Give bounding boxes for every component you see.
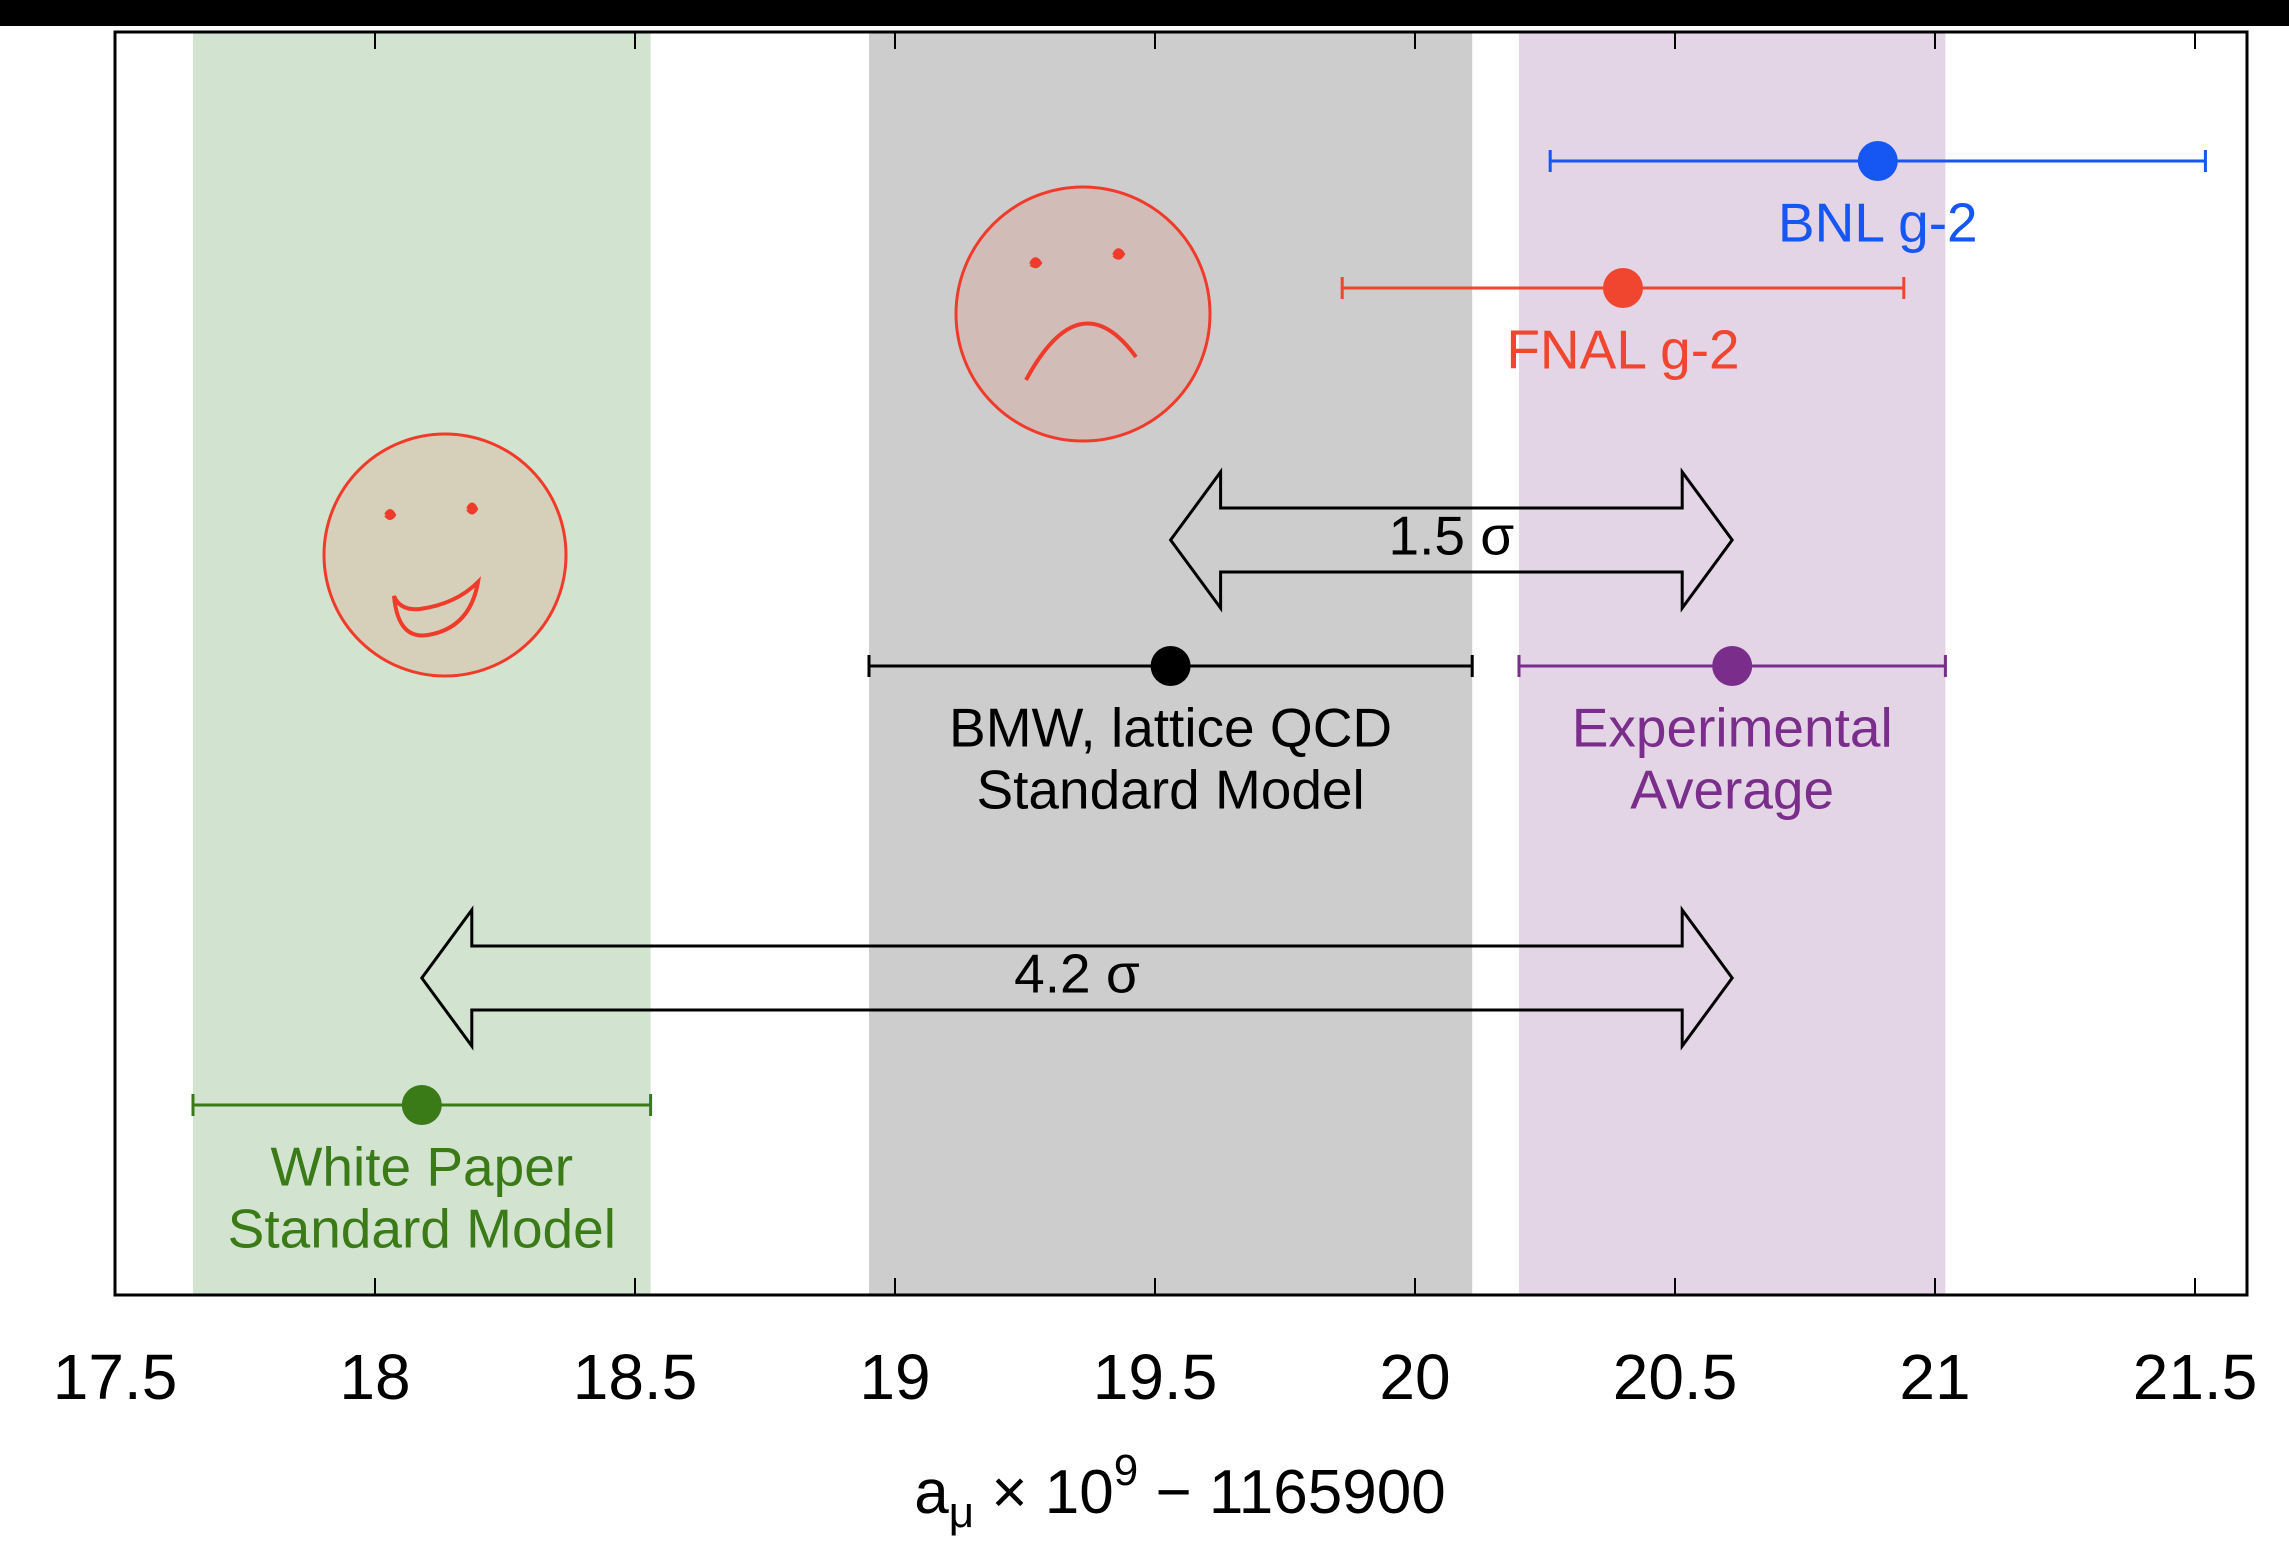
x-tick-label: 21.5 bbox=[2133, 1341, 2258, 1413]
point bbox=[1151, 646, 1191, 686]
x-label-part: a bbox=[914, 1458, 949, 1527]
series-label: Average bbox=[1630, 759, 1834, 821]
x-tick-label: 19 bbox=[859, 1341, 930, 1413]
series-label: BMW, lattice QCD bbox=[949, 697, 1392, 759]
point bbox=[1603, 268, 1643, 308]
point bbox=[1712, 646, 1752, 686]
annotation: 1.5 σ bbox=[1389, 505, 1515, 567]
x-label-sub: μ bbox=[949, 1488, 974, 1537]
page: BNL g-2FNAL g-2BMW, lattice QCDStandard … bbox=[0, 0, 2289, 1559]
x-axis-label: aμ × 109 − 1165900 bbox=[914, 1446, 1445, 1537]
top-strip bbox=[0, 0, 2289, 26]
series-label: Standard Model bbox=[976, 759, 1364, 821]
x-tick-label: 20 bbox=[1379, 1341, 1450, 1413]
x-tick-label: 20.5 bbox=[1613, 1341, 1738, 1413]
series-label: FNAL g-2 bbox=[1506, 319, 1739, 381]
x-label-part: × 10 bbox=[974, 1458, 1114, 1527]
point bbox=[1858, 141, 1898, 181]
x-tick-label: 19.5 bbox=[1093, 1341, 1218, 1413]
x-tick-label: 18.5 bbox=[573, 1341, 698, 1413]
series-label: Experimental bbox=[1572, 697, 1893, 759]
x-label-part: − 1165900 bbox=[1138, 1458, 1445, 1527]
series-label: White Paper bbox=[270, 1136, 573, 1198]
chart: BNL g-2FNAL g-2BMW, lattice QCDStandard … bbox=[0, 0, 2289, 1559]
smiley-face bbox=[324, 434, 566, 676]
x-tick-label: 17.5 bbox=[53, 1341, 178, 1413]
x-tick-label: 18 bbox=[339, 1341, 410, 1413]
annotation: 4.2 σ bbox=[1014, 943, 1140, 1005]
series-label: Standard Model bbox=[228, 1198, 616, 1260]
point bbox=[402, 1085, 442, 1125]
x-label-sup: 9 bbox=[1114, 1446, 1138, 1495]
x-tick-label: 21 bbox=[1899, 1341, 1970, 1413]
series-label: BNL g-2 bbox=[1778, 192, 1978, 254]
frown-face bbox=[956, 187, 1210, 441]
